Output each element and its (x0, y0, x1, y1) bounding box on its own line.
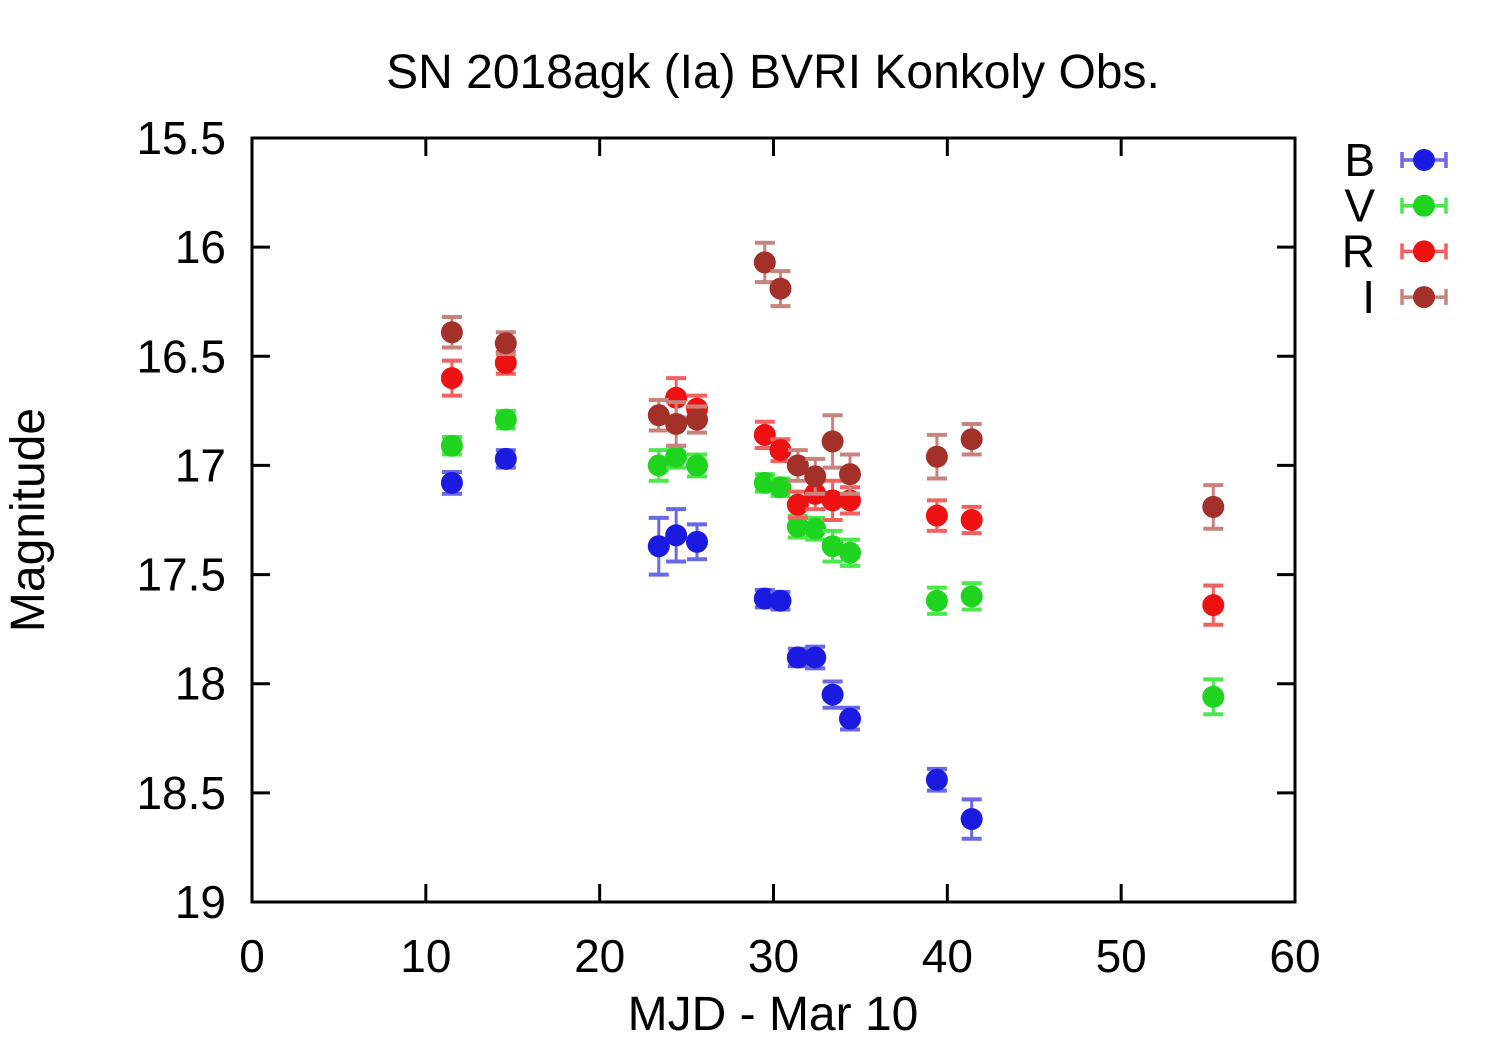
legend-label-I: I (1362, 271, 1375, 323)
data-point-B (960, 808, 983, 831)
x-tick-label: 10 (400, 930, 451, 982)
y-axis-label: Magnitude (2, 408, 55, 632)
data-point-V (960, 585, 983, 608)
data-point-I (1202, 495, 1225, 518)
data-point-I (665, 412, 688, 435)
y-tick-label: 16 (175, 221, 226, 273)
data-point-R (753, 423, 776, 446)
data-point-B (925, 768, 948, 791)
data-point-I (494, 332, 517, 355)
data-point-V (925, 589, 948, 612)
x-tick-label: 60 (1269, 930, 1320, 982)
x-tick-label: 50 (1096, 930, 1147, 982)
data-point-I (925, 445, 948, 468)
data-point-V (804, 517, 827, 540)
y-tick-label: 19 (175, 876, 226, 928)
series-B (440, 447, 983, 841)
data-point-V (686, 454, 709, 477)
chart-title: SN 2018agk (Ia) BVRI Konkoly Obs. (386, 46, 1160, 99)
data-point-I (786, 454, 809, 477)
data-point-B (786, 646, 809, 669)
series-I (440, 240, 1225, 531)
x-axis-label: MJD - Mar 10 (628, 988, 919, 1041)
y-tick-label: 17.5 (136, 549, 226, 601)
data-point-R (440, 367, 463, 390)
data-point-V (1202, 685, 1225, 708)
data-point-B (804, 646, 827, 669)
data-point-B (769, 589, 792, 612)
data-point-I (440, 321, 463, 344)
data-point-I (647, 404, 670, 427)
legend-point-B (1413, 149, 1435, 171)
series-V (440, 408, 1225, 717)
data-point-V (821, 535, 844, 558)
data-point-I (821, 430, 844, 453)
data-point-V (786, 515, 809, 538)
data-point-B (821, 683, 844, 706)
data-point-B (686, 530, 709, 553)
x-tick-label: 0 (239, 930, 265, 982)
legend-label-B: B (1344, 134, 1375, 186)
data-point-R (821, 489, 844, 512)
x-tick-label: 30 (748, 930, 799, 982)
data-point-R (769, 439, 792, 462)
data-point-I (960, 428, 983, 451)
legend-label-V: V (1344, 180, 1375, 232)
data-point-B (440, 471, 463, 494)
data-point-V (440, 434, 463, 457)
data-point-R (925, 504, 948, 527)
data-point-R (786, 493, 809, 516)
data-point-B (838, 707, 861, 730)
y-tick-label: 18.5 (136, 767, 226, 819)
data-point-B (665, 524, 688, 547)
data-point-R (1202, 594, 1225, 617)
series-R (440, 349, 1225, 627)
legend-label-R: R (1342, 225, 1375, 277)
legend: BVRI (1342, 134, 1448, 323)
data-point-V (665, 445, 688, 468)
data-point-I (753, 251, 776, 274)
data-point-R (960, 509, 983, 531)
legend-entry-R: R (1342, 225, 1448, 277)
data-point-B (647, 535, 670, 558)
data-point-I (838, 463, 861, 486)
legend-point-V (1413, 194, 1435, 217)
data-point-B (494, 447, 517, 470)
y-tick-label: 15.5 (136, 112, 226, 164)
data-point-V (769, 476, 792, 499)
x-tick-label: 20 (574, 930, 625, 982)
legend-entry-B: B (1344, 134, 1448, 186)
x-tick-label: 40 (922, 930, 973, 982)
data-point-R (494, 351, 517, 374)
legend-entry-I: I (1362, 271, 1448, 323)
data-point-I (686, 408, 709, 431)
data-point-V (838, 541, 861, 564)
data-series (440, 240, 1225, 841)
axis-ticks: 0 10 20 30 40 50 60 15.5 16 16.5 17 17.5 18 18.5 19 (136, 112, 1320, 982)
data-point-V (647, 454, 670, 477)
y-tick-label: 17 (175, 439, 226, 491)
plot-border (250, 136, 1297, 904)
data-point-I (769, 277, 792, 300)
y-tick-label: 16.5 (136, 330, 226, 382)
data-point-V (494, 408, 517, 431)
legend-entry-V: V (1344, 180, 1448, 232)
data-point-I (804, 465, 827, 488)
legend-point-R (1413, 240, 1435, 263)
y-tick-label: 18 (175, 658, 226, 710)
legend-point-I (1413, 286, 1435, 309)
